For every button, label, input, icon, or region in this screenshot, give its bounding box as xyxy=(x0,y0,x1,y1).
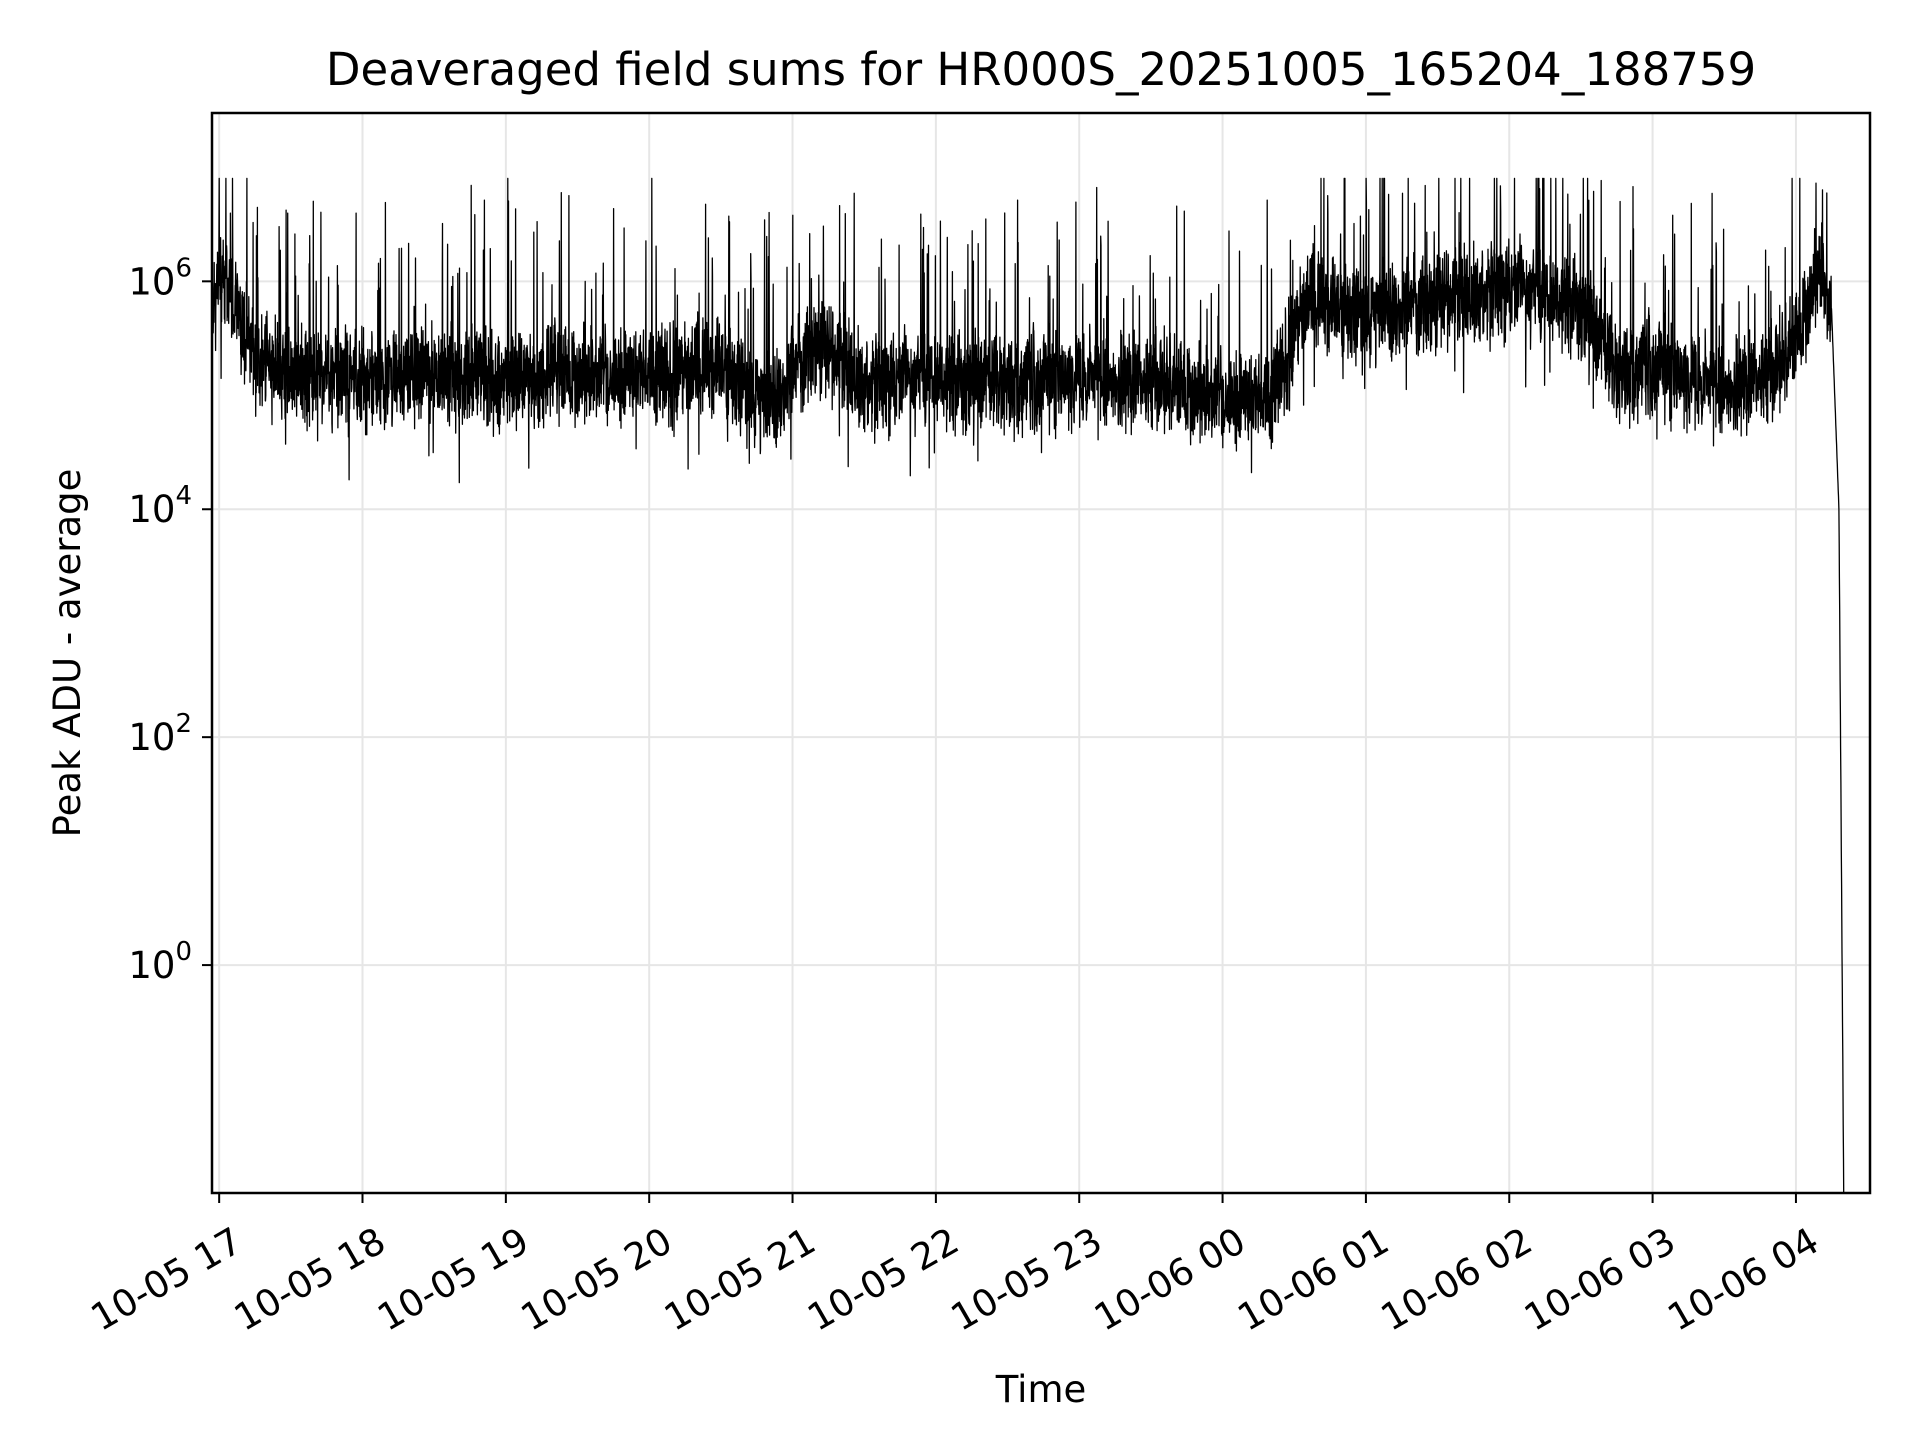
x-axis-label: Time xyxy=(995,1368,1087,1411)
series-layer xyxy=(211,177,1845,1194)
series-line xyxy=(211,177,1845,1194)
plot-frame xyxy=(210,111,1872,1195)
y-tick-label: 106 xyxy=(128,253,192,303)
y-axis-label: Peak ADU - average xyxy=(46,469,89,838)
y-tick-label: 104 xyxy=(128,481,192,531)
y-tick-base: 10 xyxy=(128,488,175,531)
y-tick-exponent: 0 xyxy=(175,937,192,967)
y-tick-base: 10 xyxy=(128,944,175,987)
chart-title: Deaveraged field sums for HR000S_2025100… xyxy=(326,43,1756,96)
y-tick-base: 10 xyxy=(128,716,175,759)
y-tick-label: 102 xyxy=(128,709,192,759)
y-tick-exponent: 6 xyxy=(175,253,192,283)
y-tick-label: 100 xyxy=(128,937,192,987)
y-tick-exponent: 4 xyxy=(175,481,192,511)
y-tick-base: 10 xyxy=(128,260,175,303)
y-tick-exponent: 2 xyxy=(175,709,192,739)
